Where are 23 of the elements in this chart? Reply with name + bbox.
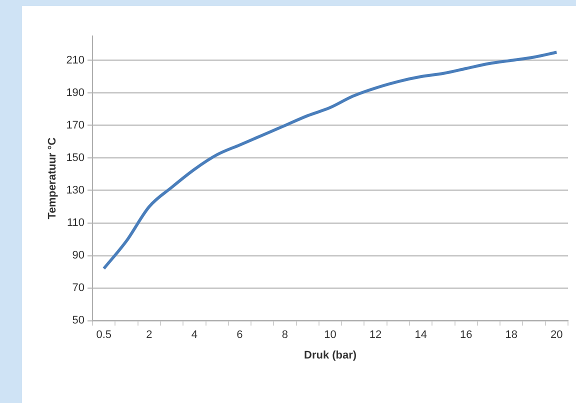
line-series bbox=[102, 50, 558, 270]
x-tick-label: 4 bbox=[191, 329, 198, 342]
y-tick-label: 110 bbox=[67, 217, 85, 230]
y-tick-label: 170 bbox=[66, 119, 85, 132]
y-axis-title: Temperatuur °C bbox=[46, 137, 59, 220]
y-tick-label: 210 bbox=[66, 54, 85, 66]
x-tick-label: 6 bbox=[236, 329, 243, 342]
x-tick-label: 2 bbox=[146, 329, 152, 342]
x-tick-label: 16 bbox=[460, 329, 472, 342]
x-tick-label: 8 bbox=[282, 329, 288, 342]
x-axis-title: Druk (bar) bbox=[304, 349, 357, 362]
y-tick-label: 70 bbox=[72, 282, 85, 294]
x-tick-label: 20 bbox=[550, 329, 563, 342]
x-tick-label: 18 bbox=[505, 329, 518, 342]
y-tick-label: 190 bbox=[66, 86, 85, 99]
x-tick-label: 0.5 bbox=[96, 329, 112, 342]
x-tick-label: 14 bbox=[414, 329, 427, 342]
y-tick-label: 130 bbox=[66, 184, 85, 197]
x-tick-label: 10 bbox=[324, 329, 336, 342]
y-tick-label: 150 bbox=[66, 152, 85, 164]
x-tick-label: 12 bbox=[369, 329, 382, 342]
y-tick-label: 90 bbox=[72, 250, 85, 262]
y-tick-label: 50 bbox=[72, 314, 85, 327]
